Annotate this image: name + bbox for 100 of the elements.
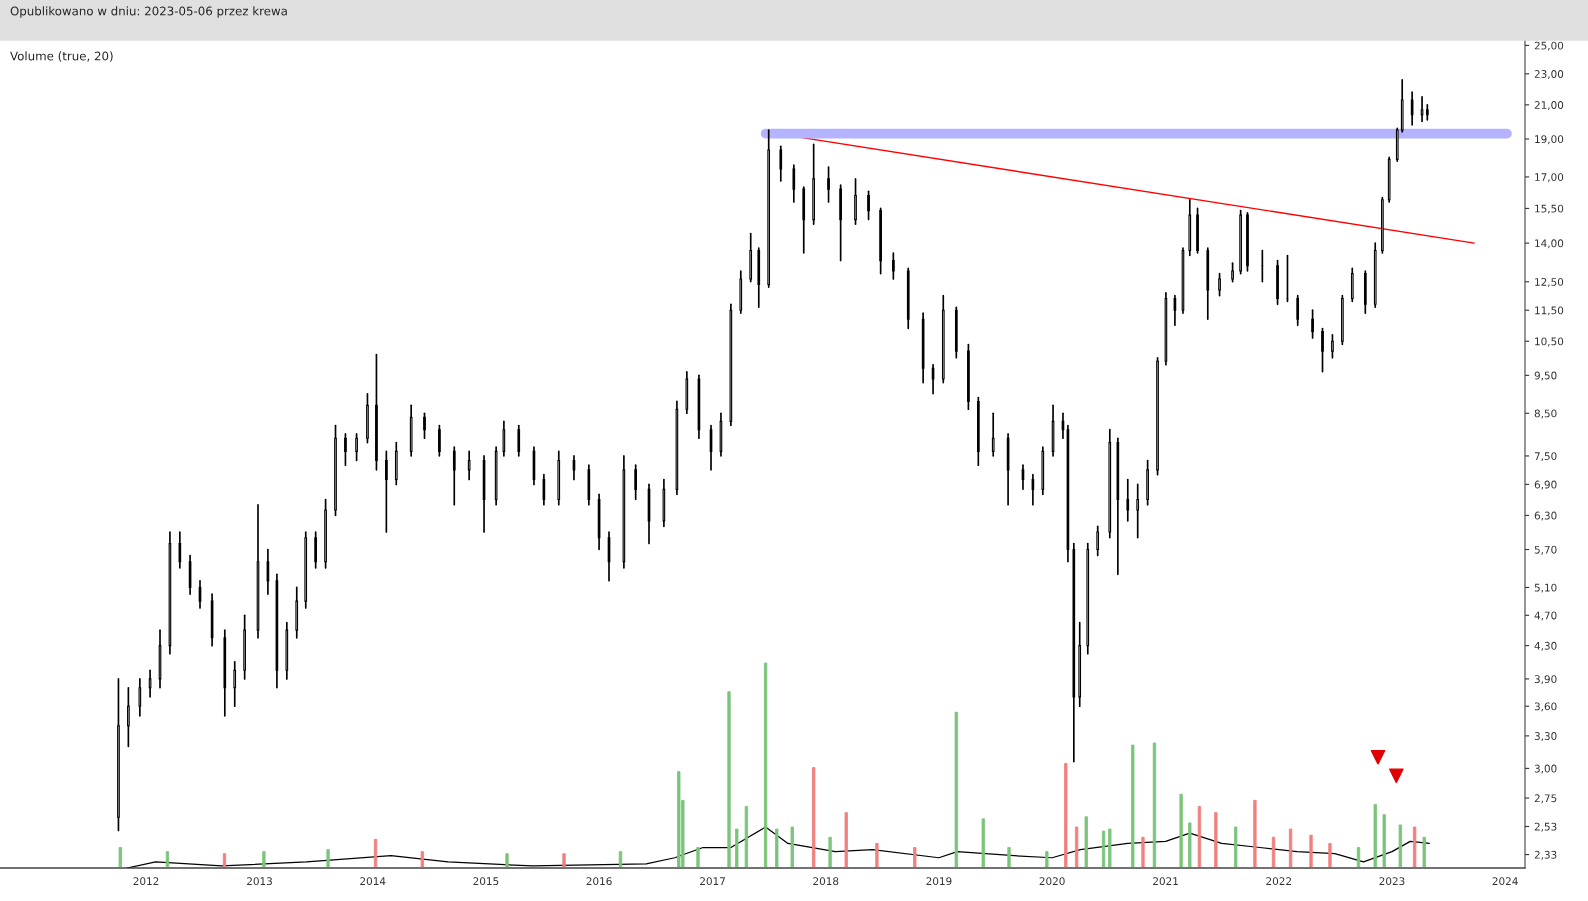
candlestick (1096, 525, 1100, 557)
bar (1188, 822, 1192, 868)
candlestick (779, 145, 783, 182)
candlestick (1321, 327, 1324, 373)
candlestick (1425, 104, 1429, 121)
candlestick (1031, 473, 1035, 506)
candlestick (827, 166, 830, 203)
candlestick (1126, 478, 1130, 522)
bar (875, 842, 879, 868)
candlestick (138, 678, 142, 717)
x-tick-label: 2012 (133, 877, 159, 886)
bar (1288, 828, 1293, 868)
candlestick (1146, 459, 1149, 506)
bar (744, 806, 749, 868)
candlestick (334, 424, 337, 517)
bar (812, 767, 816, 868)
x-tick-label: 2014 (360, 877, 386, 886)
y-tick-label: 25,00 (1534, 41, 1564, 51)
bar (1007, 847, 1011, 868)
bar (1422, 836, 1426, 868)
y-tick-label: 4,70 (1534, 611, 1557, 621)
candlestick (438, 424, 441, 457)
bar (1253, 799, 1257, 868)
bar (763, 662, 768, 868)
bar (677, 771, 681, 868)
candlestick (1239, 209, 1242, 275)
candlestick (243, 614, 246, 680)
y-tick-label: 15,50 (1535, 204, 1564, 214)
candlestick (375, 353, 378, 471)
y-tick-label: 5,10 (1534, 583, 1557, 593)
candlestick (517, 424, 521, 457)
candlestick (1231, 262, 1234, 283)
bar (844, 812, 848, 868)
candlestick (634, 464, 638, 501)
candlestick (867, 190, 870, 221)
x-tick-label: 2013 (247, 877, 272, 886)
y-tick-label: 17,00 (1535, 173, 1564, 183)
candlestick (385, 450, 388, 533)
candlestick (344, 433, 347, 466)
bar (1328, 842, 1332, 868)
candlestick (1218, 272, 1221, 297)
x-tick-label: 2016 (586, 877, 612, 886)
y-tick-label: 7,50 (1534, 452, 1557, 462)
candlestick (792, 164, 796, 203)
chart-title: Volume (true, 20) (10, 51, 113, 62)
candlestick (1156, 357, 1159, 476)
candlestick (1136, 483, 1140, 539)
bar (954, 711, 958, 868)
y-tick-label: 5,70 (1534, 545, 1557, 555)
x-tick-label: 2019 (926, 877, 952, 886)
bar (775, 828, 779, 868)
candlestick (423, 412, 426, 440)
y-tick-label: 9,50 (1534, 371, 1557, 381)
bar (913, 847, 917, 868)
candlestick (892, 252, 895, 280)
bar (420, 851, 424, 868)
x-tick-label: 2024 (1492, 877, 1518, 886)
candlestick (854, 178, 857, 226)
candlestick (1410, 91, 1414, 126)
y-tick-label: 3,90 (1534, 675, 1557, 685)
candlestick (1196, 207, 1199, 254)
candlestick (502, 420, 506, 457)
candlestick (1331, 333, 1334, 359)
candlestick (355, 433, 358, 462)
candlestick (967, 343, 970, 411)
candlestick (314, 531, 317, 569)
candlestick (1246, 212, 1249, 272)
y-tick-label: 12,50 (1535, 277, 1564, 287)
bar (981, 818, 985, 868)
candlestick (117, 678, 120, 832)
bar (118, 847, 122, 868)
x-tick-label: 2022 (1266, 877, 1291, 886)
bar (1398, 824, 1403, 868)
y-tick-label: 2,53 (1534, 822, 1557, 832)
x-tick-label: 2017 (700, 877, 725, 886)
bar (262, 851, 266, 868)
bar (1179, 793, 1183, 868)
candlestick (366, 392, 369, 444)
candlestick (127, 686, 130, 748)
y-tick-label: 4,30 (1534, 641, 1557, 651)
candlestick (991, 412, 995, 457)
y-tick-label: 8,50 (1534, 409, 1557, 419)
bar (1141, 836, 1145, 868)
x-tick-label: 2021 (1153, 877, 1178, 886)
y-tick-label: 3,60 (1534, 702, 1557, 712)
bar (1382, 814, 1386, 868)
y-tick-label: 10,50 (1535, 337, 1564, 347)
candlestick (178, 531, 182, 569)
y-tick-label: 19,00 (1535, 135, 1564, 145)
y-tick-label: 11,50 (1535, 306, 1564, 316)
candlestick (266, 548, 270, 596)
candlestick (812, 143, 815, 226)
bar (696, 847, 700, 868)
x-tick-label: 2015 (473, 877, 499, 886)
candlestick (1173, 294, 1177, 327)
bar (1412, 826, 1417, 868)
bar (1101, 830, 1106, 868)
y-tick-label: 23,00 (1534, 70, 1564, 80)
y-tick-label: 6,30 (1534, 511, 1557, 521)
x-tick-label: 2023 (1379, 877, 1405, 886)
